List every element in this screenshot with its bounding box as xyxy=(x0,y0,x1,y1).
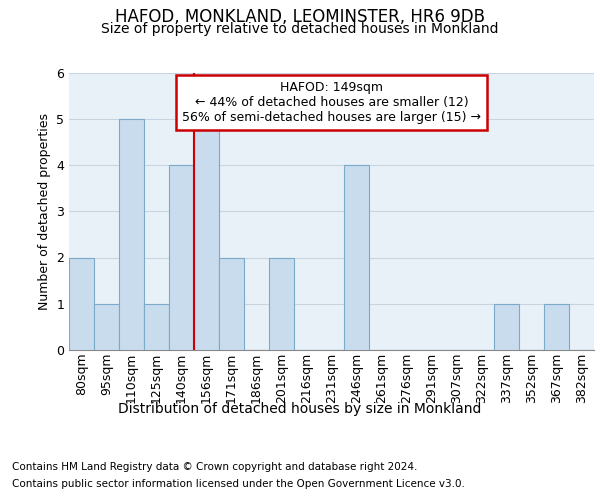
Text: HAFOD: 149sqm
← 44% of detached houses are smaller (12)
56% of semi-detached hou: HAFOD: 149sqm ← 44% of detached houses a… xyxy=(182,81,481,124)
Bar xyxy=(119,118,144,350)
Text: Distribution of detached houses by size in Monkland: Distribution of detached houses by size … xyxy=(118,402,482,416)
Bar xyxy=(219,258,244,350)
Bar xyxy=(494,304,519,350)
Bar xyxy=(269,258,294,350)
Bar xyxy=(144,304,169,350)
Bar xyxy=(344,165,369,350)
Bar xyxy=(544,304,569,350)
Text: Contains public sector information licensed under the Open Government Licence v3: Contains public sector information licen… xyxy=(12,479,465,489)
Y-axis label: Number of detached properties: Number of detached properties xyxy=(38,113,50,310)
Text: Size of property relative to detached houses in Monkland: Size of property relative to detached ho… xyxy=(101,22,499,36)
Bar xyxy=(194,118,219,350)
Bar xyxy=(94,304,119,350)
Text: HAFOD, MONKLAND, LEOMINSTER, HR6 9DB: HAFOD, MONKLAND, LEOMINSTER, HR6 9DB xyxy=(115,8,485,26)
Text: Contains HM Land Registry data © Crown copyright and database right 2024.: Contains HM Land Registry data © Crown c… xyxy=(12,462,418,472)
Bar xyxy=(69,258,94,350)
Bar xyxy=(169,165,194,350)
